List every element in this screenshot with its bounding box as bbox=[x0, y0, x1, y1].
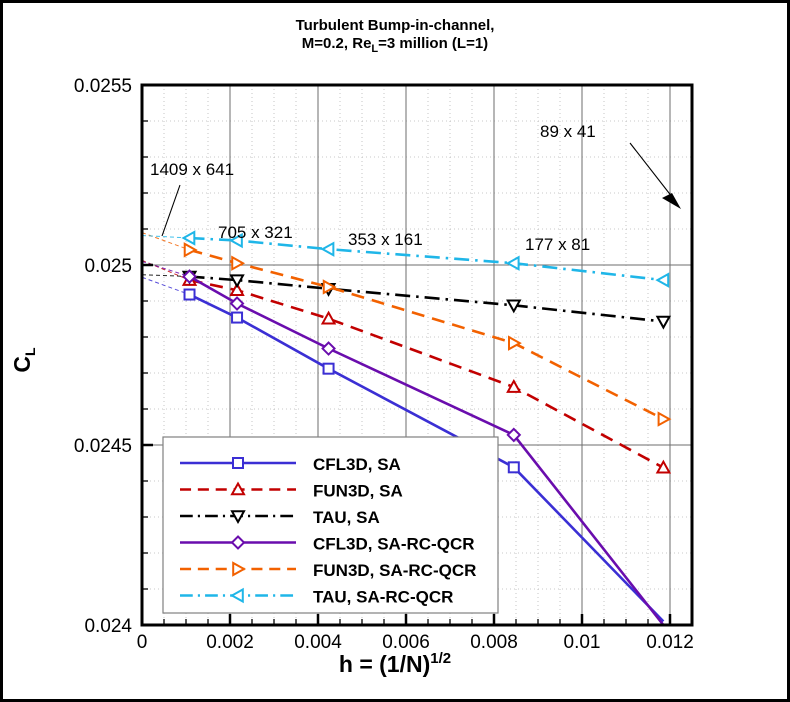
legend-label-4: FUN3D, SA-RC-QCR bbox=[313, 561, 476, 580]
ytick-label: 0.0245 bbox=[74, 436, 132, 457]
series-markers-0 bbox=[183, 288, 520, 474]
series-5 bbox=[189, 236, 664, 282]
plot-frame bbox=[140, 83, 694, 627]
marker-triangle-left bbox=[229, 587, 244, 604]
annotation-label-1: 705 x 321 bbox=[218, 223, 293, 242]
series-line bbox=[189, 236, 664, 282]
marker-triangle-left bbox=[505, 255, 520, 271]
series-markers-5 bbox=[181, 230, 670, 288]
annotation-label-0: 1409 x 641 bbox=[150, 160, 234, 179]
marker-triangle-down bbox=[506, 299, 522, 314]
xtick-label: 0.008 bbox=[470, 632, 518, 653]
series-markers-2 bbox=[181, 270, 672, 330]
legend-box bbox=[162, 436, 499, 614]
chart-title: Turbulent Bump-in-channel, bbox=[296, 17, 495, 34]
series-1 bbox=[189, 278, 665, 469]
marker-triangle-up bbox=[320, 310, 337, 325]
marker-square bbox=[322, 362, 335, 375]
extrapolation-line bbox=[141, 274, 190, 278]
annotation-label-3: 177 x 81 bbox=[525, 235, 590, 254]
series-markers-3 bbox=[182, 269, 522, 443]
legend: CFL3D, SA FUN3D, SA TAU, SA CFL3D, SA-RC-QC… bbox=[162, 436, 499, 614]
marker-triangle-right bbox=[508, 335, 522, 351]
marker-diamond bbox=[182, 269, 197, 284]
ytick-label: 0.025 bbox=[84, 256, 132, 277]
marker-square bbox=[231, 311, 244, 324]
marker-diamond bbox=[321, 341, 336, 356]
series-markers-4 bbox=[183, 242, 672, 427]
extrapolation-line bbox=[141, 232, 190, 251]
annotations: 1409 x 641 705 x 321 353 x 161 177 x 81 89 x… bbox=[150, 122, 681, 254]
y-axis-label: CL bbox=[9, 347, 38, 373]
marker-triangle-left bbox=[181, 230, 196, 246]
marker-triangle-right bbox=[231, 255, 246, 271]
xtick-label: 0.01 bbox=[564, 632, 601, 653]
series-4 bbox=[189, 248, 664, 421]
extrapolation-line bbox=[141, 276, 190, 295]
ytick-label: 0.0255 bbox=[74, 76, 132, 97]
xtick-label: 0.004 bbox=[294, 632, 342, 653]
marker-triangle-up bbox=[229, 282, 245, 296]
legend-label-1: FUN3D, SA bbox=[313, 482, 403, 501]
marker-triangle-down bbox=[229, 274, 245, 289]
marker-square bbox=[507, 461, 520, 474]
xtick-label: 0.006 bbox=[382, 632, 430, 653]
marker-triangle-right bbox=[183, 242, 198, 258]
marker-triangle-right bbox=[232, 561, 247, 577]
annotation-arrowhead-89 bbox=[662, 193, 681, 209]
marker-square bbox=[232, 457, 244, 469]
marker-triangle-right bbox=[657, 411, 672, 427]
series-line bbox=[189, 278, 665, 469]
annotation-leader-89 bbox=[629, 142, 677, 203]
annotation-label-4: 89 x 41 bbox=[540, 122, 596, 141]
chart-subtitle: M=0.2, ReL=3 million (L=1) bbox=[302, 35, 488, 55]
marker-diamond bbox=[229, 296, 245, 311]
xtick-label: 0.002 bbox=[206, 632, 254, 653]
axis-ticks bbox=[140, 83, 693, 627]
marker-triangle-up bbox=[230, 481, 246, 496]
annotation-leader-1409 bbox=[161, 184, 181, 237]
extrapolation-line bbox=[141, 234, 190, 239]
xtick-label: 0 bbox=[137, 632, 148, 653]
legend-label-5: TAU, SA-RC-QCR bbox=[313, 588, 453, 607]
annotation-label-2: 353 x 161 bbox=[348, 230, 423, 249]
legend-label-0: CFL3D, SA bbox=[313, 455, 401, 474]
series-group bbox=[181, 230, 672, 625]
marker-square bbox=[183, 288, 196, 301]
xtick-label: 0.012 bbox=[646, 632, 694, 653]
x-axis-label: h = (1/N)1/2 bbox=[339, 650, 451, 677]
legend-label-2: TAU, SA bbox=[313, 508, 380, 527]
ytick-label: 0.024 bbox=[84, 616, 132, 637]
marker-triangle-right bbox=[322, 279, 337, 295]
marker-triangle-down bbox=[655, 315, 672, 330]
marker-triangle-down bbox=[230, 510, 246, 525]
marker-triangle-left bbox=[228, 232, 243, 249]
legend-label-3: CFL3D, SA-RC-QCR bbox=[313, 535, 475, 554]
marker-triangle-left bbox=[655, 272, 670, 288]
marker-triangle-up bbox=[655, 459, 672, 474]
marker-diamond bbox=[230, 535, 246, 550]
series-line bbox=[189, 248, 664, 421]
marker-diamond bbox=[506, 427, 522, 443]
marker-triangle-up bbox=[506, 378, 522, 393]
y-axis-label-group: CL bbox=[9, 347, 38, 373]
extrapolation-line bbox=[141, 260, 190, 277]
marker-triangle-left bbox=[320, 241, 335, 257]
